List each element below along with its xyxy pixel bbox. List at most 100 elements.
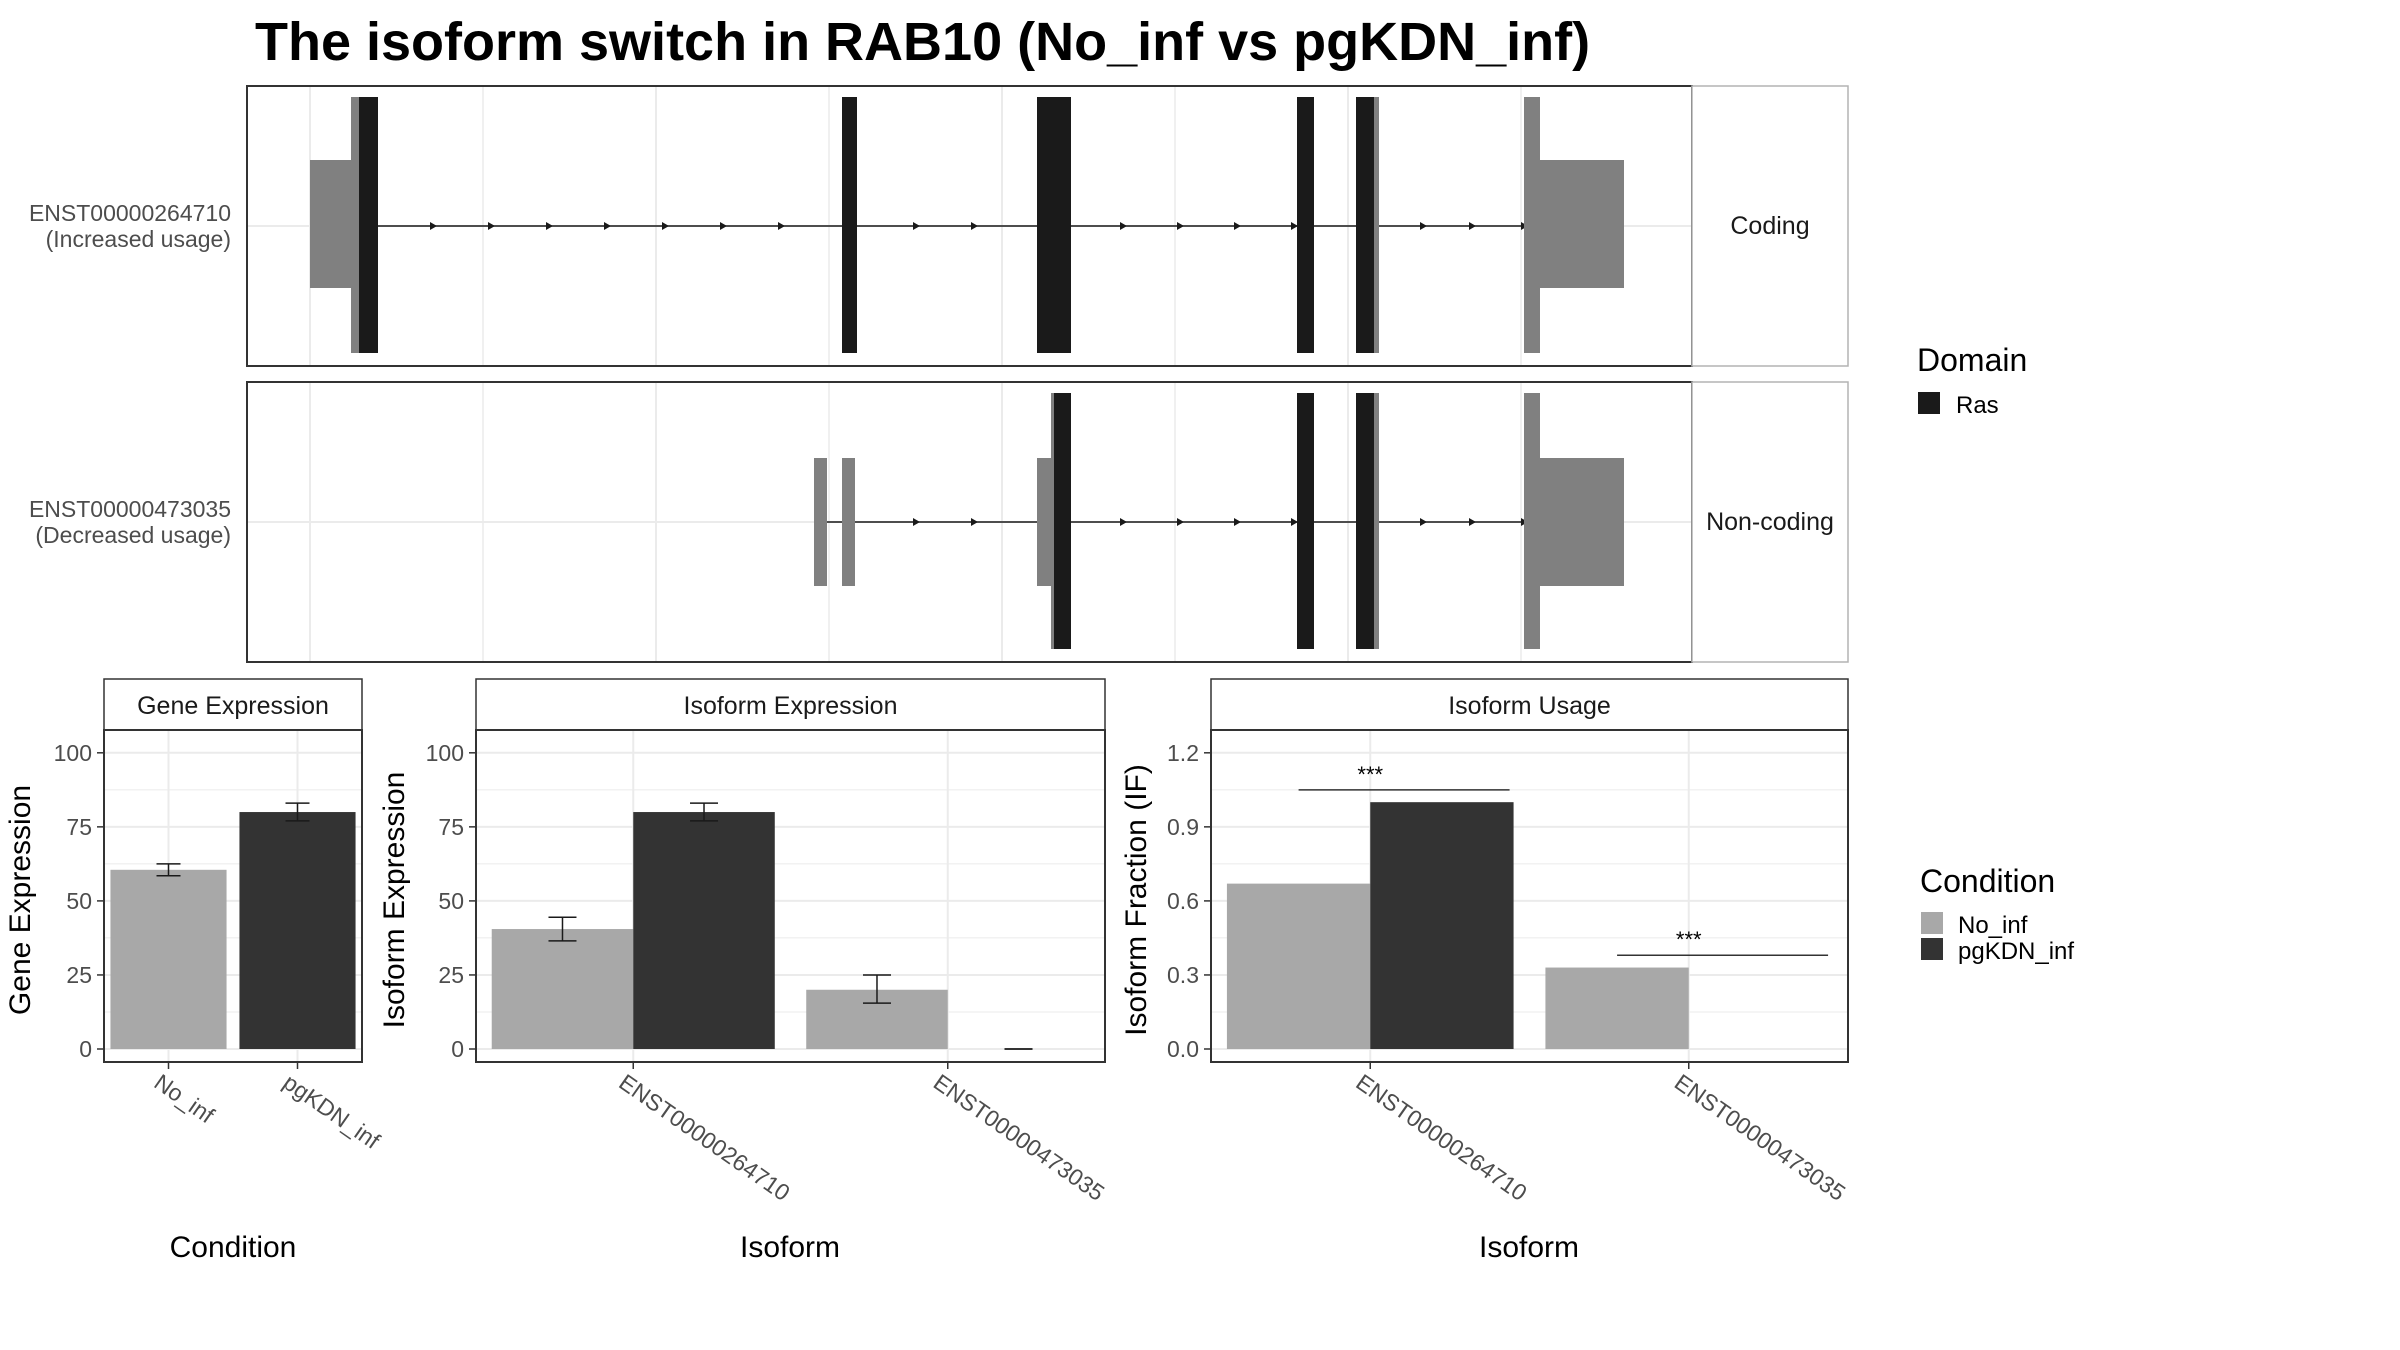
intron-arrow xyxy=(1177,222,1184,230)
bar-no-inf xyxy=(1226,883,1371,1049)
ras-domain-exon xyxy=(1054,393,1071,649)
transcript-2-name: ENST00000473035 xyxy=(29,496,231,522)
intron-arrow xyxy=(1291,518,1298,526)
intron-arrow xyxy=(604,222,611,230)
intron-arrow xyxy=(1469,222,1476,230)
ras-domain-exon xyxy=(1297,393,1314,649)
intron-arrow xyxy=(1120,518,1127,526)
bar-no-inf xyxy=(110,869,227,1049)
y-tick-label: 25 xyxy=(438,962,464,988)
utr-exon xyxy=(1374,393,1379,649)
intron-arrow xyxy=(430,222,437,230)
y-tick-label: 50 xyxy=(66,888,92,914)
panel-strip-title: Gene Expression xyxy=(137,692,329,720)
intron-arrow xyxy=(1420,518,1427,526)
transcript-panel-2: Non-coding ENST00000473035 (Decreased us… xyxy=(29,381,1849,663)
y-axis-title: Gene Expression xyxy=(4,785,37,1015)
coding-status-label: Non-coding xyxy=(1706,508,1834,536)
isoform-expression-panel: Isoform Expression0255075100ENST00000264… xyxy=(378,678,1109,1264)
intron-arrow xyxy=(778,222,785,230)
transcript-2-exons xyxy=(814,393,1624,649)
intron-arrow xyxy=(1291,222,1298,230)
intron-arrow xyxy=(971,222,978,230)
y-tick-label: 75 xyxy=(66,814,92,840)
domain-legend-swatch xyxy=(1918,392,1940,414)
intron-arrow xyxy=(913,222,920,230)
intron-arrow xyxy=(1234,222,1241,230)
utr-exon xyxy=(1524,393,1540,649)
utr-exon xyxy=(1051,393,1055,649)
panel-strip xyxy=(1210,678,1849,731)
utr-exon xyxy=(1539,458,1624,586)
y-tick-label: 0 xyxy=(451,1036,464,1062)
intron-arrow xyxy=(488,222,495,230)
condition-legend-swatch-pgkdn-inf xyxy=(1921,938,1943,960)
x-axis-title: Isoform xyxy=(740,1231,840,1264)
y-tick-label: 0.9 xyxy=(1167,814,1199,840)
significance-label: *** xyxy=(1357,762,1383,787)
ras-domain-exon xyxy=(1356,393,1374,649)
condition-legend: Condition No_inf pgKDN_inf xyxy=(1920,863,2074,965)
intron-arrow xyxy=(720,222,727,230)
ras-domain-exon xyxy=(1037,97,1071,353)
ras-domain-exon xyxy=(359,97,378,353)
utr-exon xyxy=(814,458,827,586)
ras-domain-exon xyxy=(842,97,857,353)
intron-arrow xyxy=(913,518,920,526)
condition-legend-swatch-no-inf xyxy=(1921,912,1943,934)
y-tick-label: 0 xyxy=(79,1036,92,1062)
y-axis-title: Isoform Fraction (IF) xyxy=(1120,764,1153,1036)
utr-exon xyxy=(1374,97,1379,353)
panel-strip-title: Isoform Usage xyxy=(1448,692,1611,720)
bar-pgkdn-inf xyxy=(633,812,775,1049)
y-tick-label: 75 xyxy=(438,814,464,840)
intron-arrow xyxy=(1120,222,1127,230)
intron-arrow xyxy=(1420,222,1427,230)
bar-pgkdn-inf xyxy=(239,812,356,1049)
transcript-1-usage: (Increased usage) xyxy=(46,226,231,252)
y-tick-label: 100 xyxy=(54,740,92,766)
utr-exon xyxy=(310,160,352,288)
transcript-panel-1-strip xyxy=(1691,85,1849,367)
utr-exon xyxy=(1524,97,1540,353)
x-axis-title: Isoform xyxy=(1479,1231,1579,1264)
y-tick-label: 0.3 xyxy=(1167,962,1199,988)
significance-label: *** xyxy=(1676,927,1702,952)
intron-arrow xyxy=(546,222,553,230)
intron-arrow xyxy=(1469,518,1476,526)
y-tick-label: 50 xyxy=(438,888,464,914)
y-tick-label: 0.6 xyxy=(1167,888,1199,914)
utr-exon xyxy=(842,458,855,586)
utr-exon xyxy=(351,97,360,353)
domain-legend-label: Ras xyxy=(1956,392,1999,419)
utr-exon xyxy=(1539,160,1624,288)
y-tick-label: 0.0 xyxy=(1167,1036,1199,1062)
figure-title: The isoform switch in RAB10 (No_inf vs p… xyxy=(255,12,1590,72)
plot-border xyxy=(1210,729,1849,1063)
domain-legend-title: Domain xyxy=(1917,342,2027,378)
intron-arrow xyxy=(1177,518,1184,526)
utr-exon xyxy=(1037,458,1053,586)
domain-legend: Domain Ras xyxy=(1917,342,2027,419)
intron-arrow xyxy=(662,222,669,230)
panel-strip-title: Isoform Expression xyxy=(684,692,898,720)
transcript-1-exons xyxy=(310,97,1624,353)
coding-status-label: Coding xyxy=(1730,212,1809,240)
intron-arrow xyxy=(971,518,978,526)
y-axis-title: Isoform Expression xyxy=(378,772,411,1029)
ras-domain-exon xyxy=(1356,97,1374,353)
condition-legend-title: Condition xyxy=(1920,863,2055,899)
ras-domain-exon xyxy=(1297,97,1314,353)
condition-legend-label-pgkdn-inf: pgKDN_inf xyxy=(1958,938,2074,965)
intron-arrow xyxy=(1234,518,1241,526)
bar-no-inf xyxy=(491,929,634,1049)
x-axis-title: Condition xyxy=(170,1231,297,1264)
y-tick-label: 25 xyxy=(66,962,92,988)
transcript-panel-1: Coding ENST00000264710 (Increased usage) xyxy=(29,85,1849,367)
transcript-1-name: ENST00000264710 xyxy=(29,200,231,226)
y-tick-label: 1.2 xyxy=(1167,740,1199,766)
panel-strip xyxy=(475,678,1106,731)
bar-no-inf xyxy=(1545,967,1689,1049)
